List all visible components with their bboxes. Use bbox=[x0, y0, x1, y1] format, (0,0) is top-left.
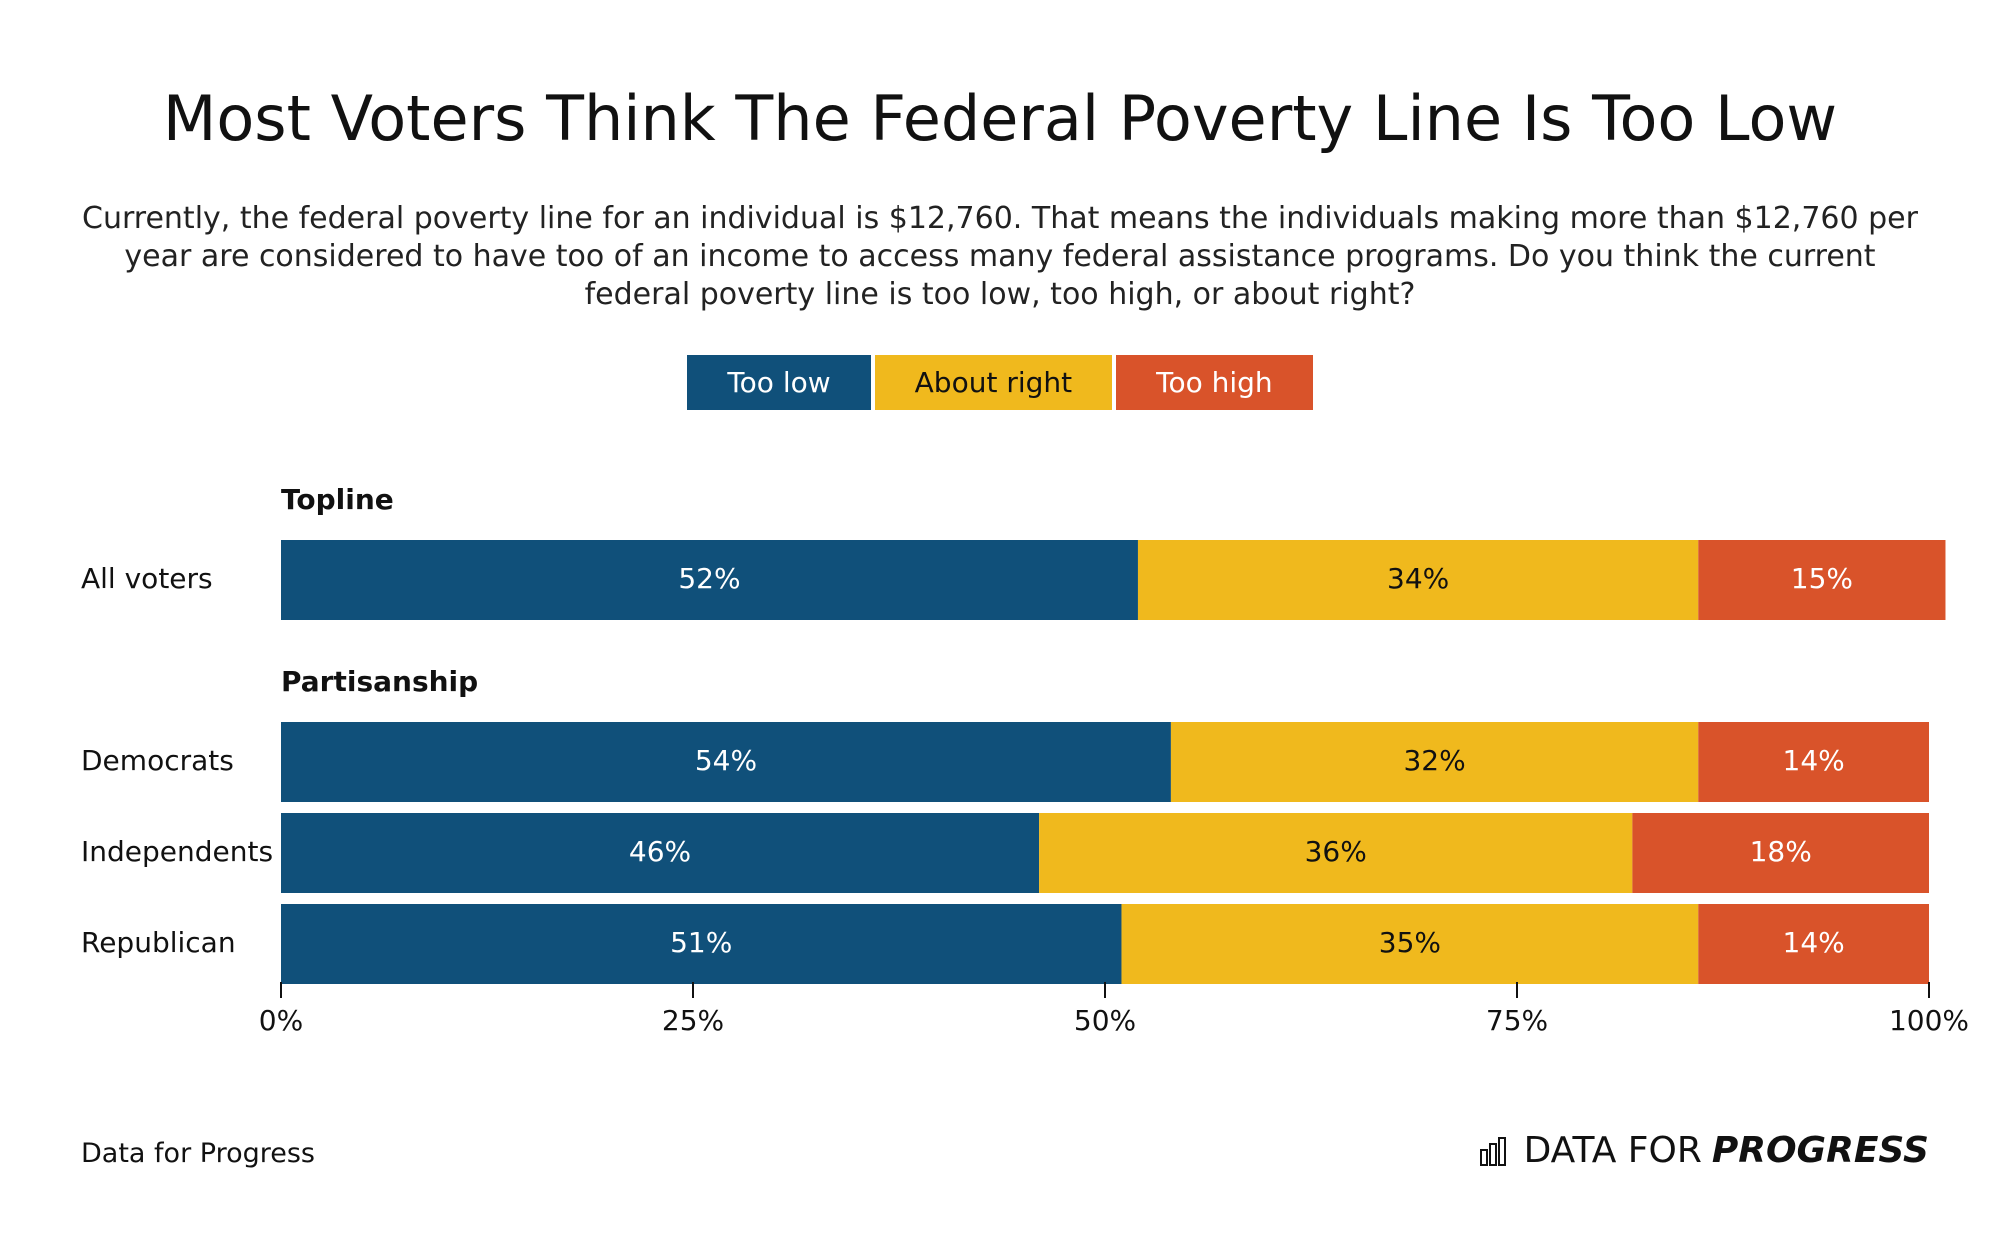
logo-text: DATA FOR bbox=[1523, 1130, 1702, 1171]
value-label: 46% bbox=[629, 835, 691, 868]
bar-segment bbox=[281, 540, 1138, 620]
legend-item: Too high bbox=[1116, 355, 1313, 410]
value-label: 18% bbox=[1750, 835, 1812, 868]
value-label: 14% bbox=[1783, 744, 1845, 777]
value-label: 36% bbox=[1305, 835, 1367, 868]
group-label: Topline bbox=[281, 483, 394, 516]
value-label: 51% bbox=[670, 926, 732, 959]
bar-segment bbox=[1698, 722, 1929, 802]
legend-item: Too low bbox=[687, 355, 871, 410]
bar-segment bbox=[1698, 904, 1929, 984]
group-label: Partisanship bbox=[281, 665, 478, 698]
x-tick-label: 25% bbox=[662, 1004, 724, 1037]
x-tick-label: 0% bbox=[259, 1004, 303, 1037]
category-label: Republican bbox=[81, 926, 236, 959]
logo-icon bbox=[1479, 1136, 1506, 1166]
value-label: 34% bbox=[1387, 562, 1449, 595]
source: Data for Progress bbox=[81, 1138, 315, 1169]
x-tick-label: 100% bbox=[1889, 1004, 1969, 1037]
bar-segment bbox=[1121, 904, 1699, 984]
logo: DATA FOR PROGRESS bbox=[1479, 1130, 1929, 1171]
bar-segment bbox=[1632, 813, 1929, 893]
legend-item: About right bbox=[874, 355, 1113, 410]
value-label: 54% bbox=[695, 744, 757, 777]
legend: Too low About right Too high bbox=[0, 355, 2000, 410]
chart-title: Most Voters Think The Federal Poverty Li… bbox=[162, 82, 1838, 155]
value-label: 15% bbox=[1791, 562, 1853, 595]
bar-segment bbox=[281, 813, 1040, 893]
bar-segment bbox=[281, 722, 1171, 802]
value-label: 52% bbox=[678, 562, 740, 595]
category-label: All voters bbox=[81, 562, 213, 595]
bar-segment bbox=[1698, 540, 1946, 620]
x-tick-label: 75% bbox=[1486, 1004, 1548, 1037]
bar-segment bbox=[1170, 722, 1699, 802]
bar-segment bbox=[281, 904, 1122, 984]
value-label: 14% bbox=[1783, 926, 1845, 959]
category-label: Democrats bbox=[81, 744, 234, 777]
bar-segment bbox=[1039, 813, 1633, 893]
value-label: 32% bbox=[1403, 744, 1465, 777]
logo-emphasis: PROGRESS bbox=[1711, 1130, 1929, 1171]
x-tick-label: 50% bbox=[1074, 1004, 1136, 1037]
category-label: Independents bbox=[81, 835, 273, 868]
value-label: 35% bbox=[1379, 926, 1441, 959]
chart-subtitle: Currently, the federal poverty line for … bbox=[82, 201, 1918, 312]
bar-segment bbox=[1137, 540, 1699, 620]
